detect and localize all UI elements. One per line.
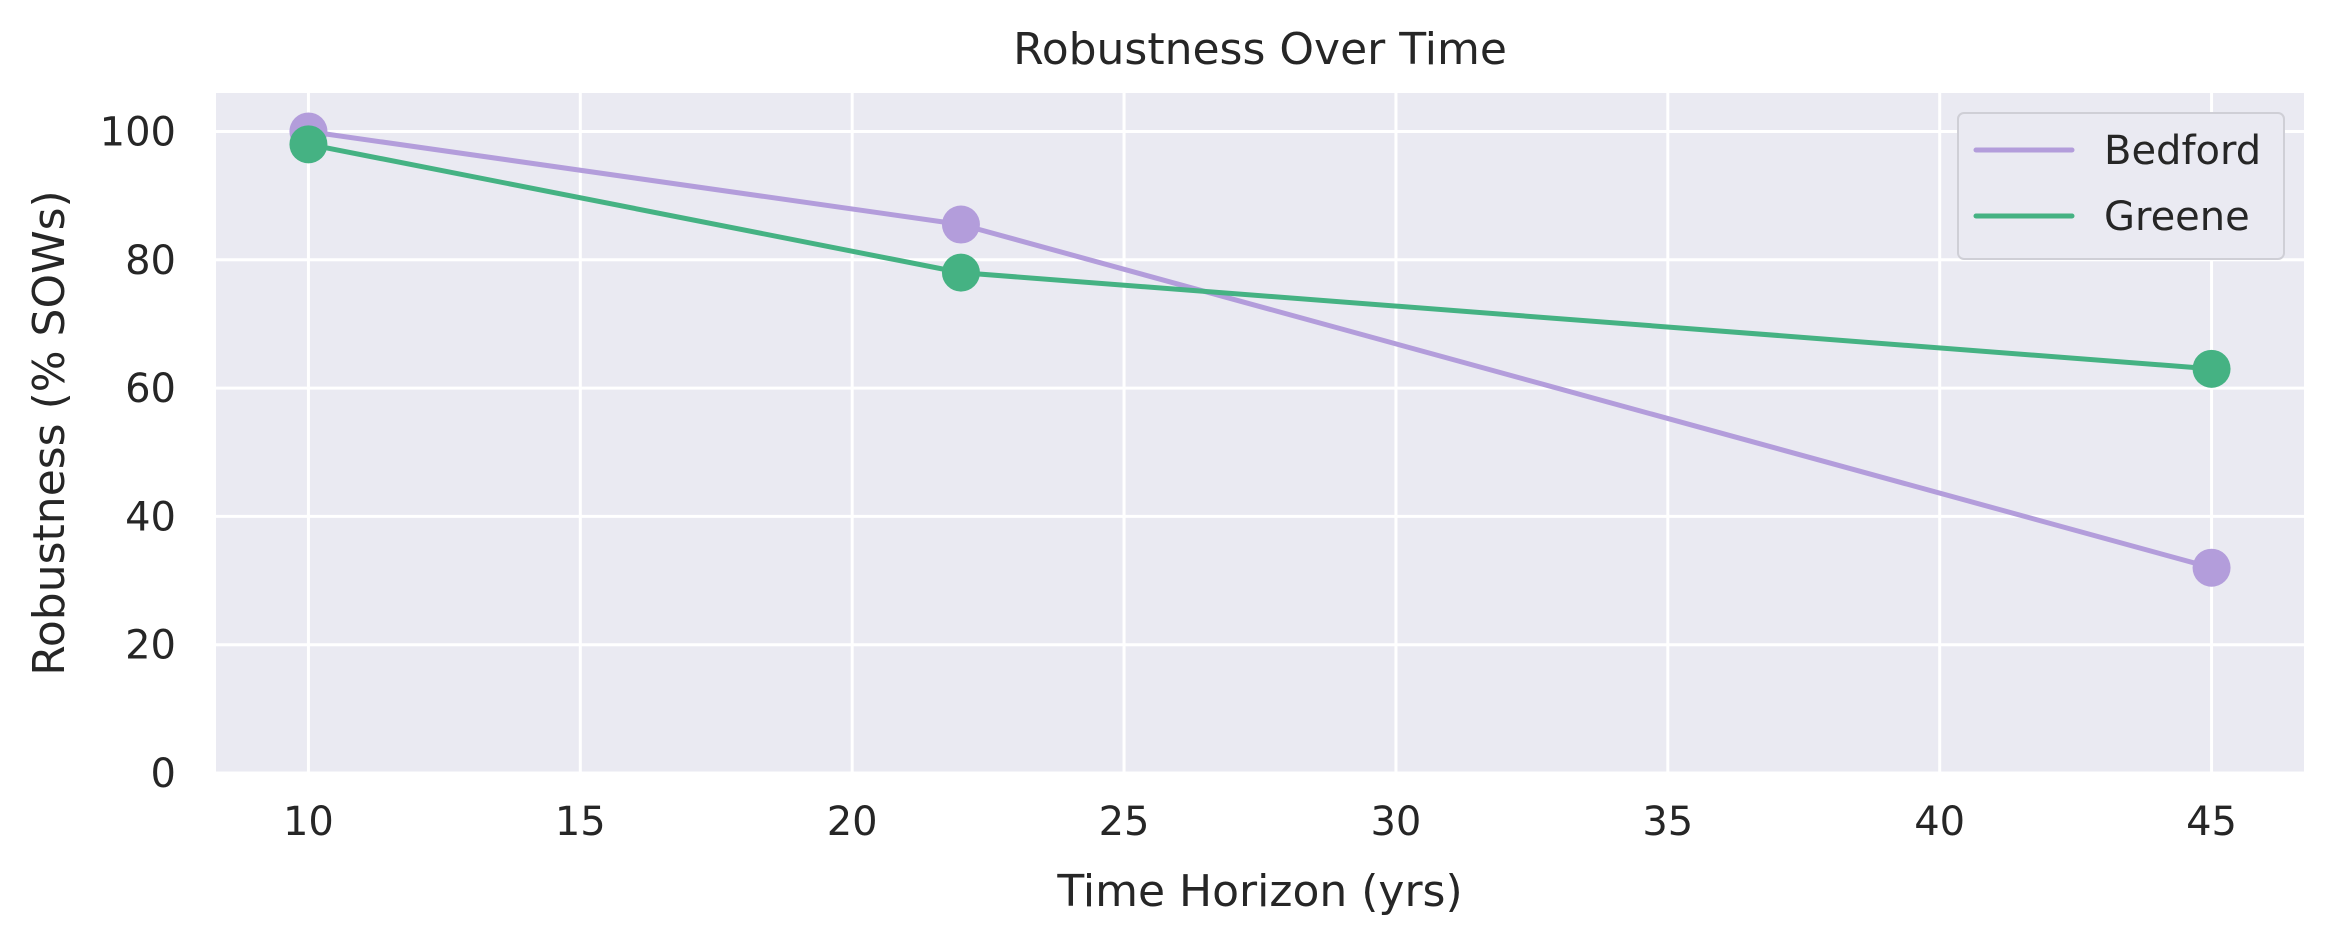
x-tick-labels: 10 15 20 25 30 35 40 45 xyxy=(283,799,2237,845)
plot-area xyxy=(216,93,2304,773)
x-tick-label-5: 35 xyxy=(1642,799,1693,845)
data-point-bedford-1 xyxy=(941,205,980,244)
y-tick-labels: 0 20 40 60 80 100 xyxy=(100,109,176,797)
chart-title: Robustness Over Time xyxy=(1013,24,1507,75)
x-tick-label-3: 25 xyxy=(1099,799,1150,845)
x-tick-label-0: 10 xyxy=(283,799,334,845)
data-point-greene-0 xyxy=(289,125,328,164)
x-tick-label-1: 15 xyxy=(555,799,606,845)
series-layer xyxy=(289,112,2231,587)
data-point-greene-1 xyxy=(941,253,980,292)
y-tick-label-1: 20 xyxy=(125,623,176,669)
x-tick-label-6: 40 xyxy=(1914,799,1965,845)
legend: Bedford Greene xyxy=(1957,112,2285,260)
legend-label-greene: Greene xyxy=(2104,194,2250,240)
x-tick-label-4: 30 xyxy=(1370,799,1421,845)
y-tick-label-2: 40 xyxy=(125,494,176,540)
data-point-greene-2 xyxy=(2192,349,2231,388)
x-tick-label-7: 45 xyxy=(2186,799,2237,845)
y-axis-label: Robustness (% SOWs) xyxy=(24,190,75,675)
x-axis-label: Time Horizon (yrs) xyxy=(1056,866,1462,917)
y-tick-label-5: 100 xyxy=(100,109,176,155)
data-point-bedford-2 xyxy=(2192,548,2231,587)
y-tick-label-4: 80 xyxy=(125,238,176,284)
x-tick-label-2: 20 xyxy=(827,799,878,845)
y-tick-label-3: 60 xyxy=(125,366,176,412)
y-tick-label-0: 0 xyxy=(151,751,176,797)
grid-y xyxy=(216,129,2304,775)
legend-label-bedford: Bedford xyxy=(2104,128,2261,174)
